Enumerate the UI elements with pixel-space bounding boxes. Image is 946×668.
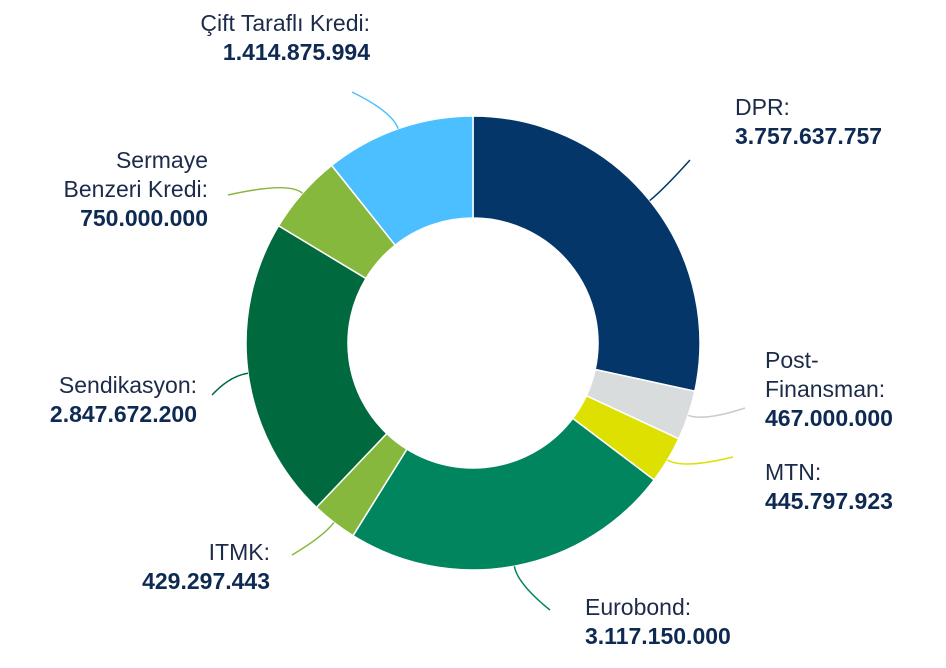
donut-segment <box>472 115 701 393</box>
segment-label: ITMK: 429.297.443 <box>142 538 270 596</box>
value-label: 3.757.637.757 <box>735 123 883 149</box>
segment-label: Eurobond: 3.117.150.000 <box>585 593 731 651</box>
donut-segment <box>330 115 474 247</box>
value-label: 429.297.443 <box>142 568 270 594</box>
value-label: 750.000.000 <box>80 205 208 231</box>
category-name: Post- Finansman: <box>765 347 886 402</box>
value-label: 3.117.150.000 <box>585 623 731 649</box>
segment-label: Post- Finansman: 467.000.000 <box>765 346 893 433</box>
value-label: 467.000.000 <box>765 405 893 431</box>
value-label: 1.414.875.994 <box>222 39 370 65</box>
donut-segment <box>245 224 388 509</box>
value-label: 2.847.672.200 <box>49 401 197 427</box>
category-name: Sendikasyon: <box>58 372 197 398</box>
segment-label: Sermaye Benzeri Kredi: 750.000.000 <box>64 146 208 233</box>
leader-line <box>211 372 249 396</box>
leader-line <box>667 456 734 465</box>
category-name: ITMK: <box>208 539 270 565</box>
category-name: Sermaye Benzeri Kredi: <box>63 147 208 202</box>
category-name: Çift Taraflı Kredi: <box>200 10 370 36</box>
leader-line <box>687 407 746 418</box>
value-label: 445.797.923 <box>765 488 893 514</box>
category-name: Eurobond: <box>585 594 692 620</box>
category-name: DPR: <box>735 94 790 120</box>
segment-label: MTN: 445.797.923 <box>765 458 893 516</box>
segment-label: Sendikasyon: 2.847.672.200 <box>50 371 197 429</box>
donut-segment <box>351 417 656 571</box>
leader-line <box>649 159 691 202</box>
leader-line <box>291 522 335 556</box>
category-name: MTN: <box>765 459 822 485</box>
leader-line <box>227 186 303 196</box>
segment-label: DPR: 3.757.637.757 <box>735 93 882 151</box>
segment-label: Çift Taraflı Kredi: 1.414.875.994 <box>200 9 370 67</box>
leader-line <box>513 566 551 611</box>
leader-line <box>351 91 399 129</box>
